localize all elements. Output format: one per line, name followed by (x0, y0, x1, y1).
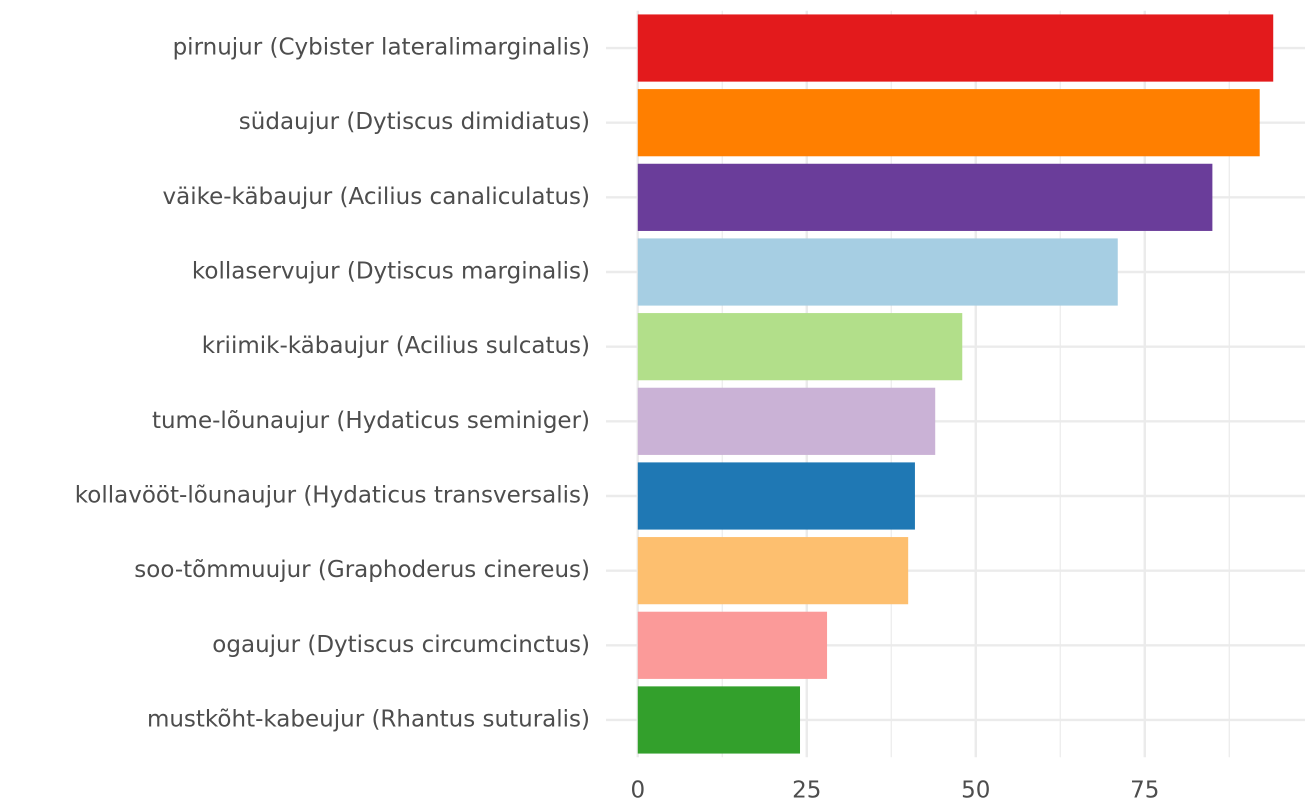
y-tick-label: kollavööt-lõunaujur (Hydaticus transvers… (75, 482, 590, 508)
x-tick-label: 0 (630, 778, 645, 803)
y-tick-label: kollaservujur (Dytiscus marginalis) (192, 259, 590, 285)
bar (637, 611, 828, 679)
x-tick-label: 25 (792, 778, 821, 803)
y-tick-label: ogaujur (Dytiscus circumcinctus) (212, 632, 590, 658)
bar (637, 462, 915, 530)
y-tick-label: südaujur (Dytiscus dimidiatus) (239, 109, 590, 135)
y-tick-label: väike-käbaujur (Acilius canaliculatus) (163, 184, 591, 210)
y-tick-label: pirnujur (Cybister lateralimarginalis) (173, 35, 590, 61)
bar (637, 163, 1213, 231)
x-tick-label: 75 (1130, 778, 1159, 803)
bar (637, 313, 963, 381)
bar (637, 89, 1260, 157)
bar (637, 14, 1274, 82)
x-tick-label: 50 (961, 778, 990, 803)
bar (637, 387, 936, 455)
y-tick-label: kriimik-käbaujur (Acilius sulcatus) (202, 333, 590, 359)
y-tick-label: mustkõht-kabeujur (Rhantus suturalis) (147, 706, 590, 732)
y-tick-label: tume-lõunaujur (Hydaticus seminiger) (152, 408, 590, 434)
bar (637, 238, 1118, 306)
bar (637, 537, 909, 605)
y-tick-label: soo-tõmmuujur (Graphoderus cinereus) (134, 557, 590, 583)
bar (637, 686, 801, 754)
